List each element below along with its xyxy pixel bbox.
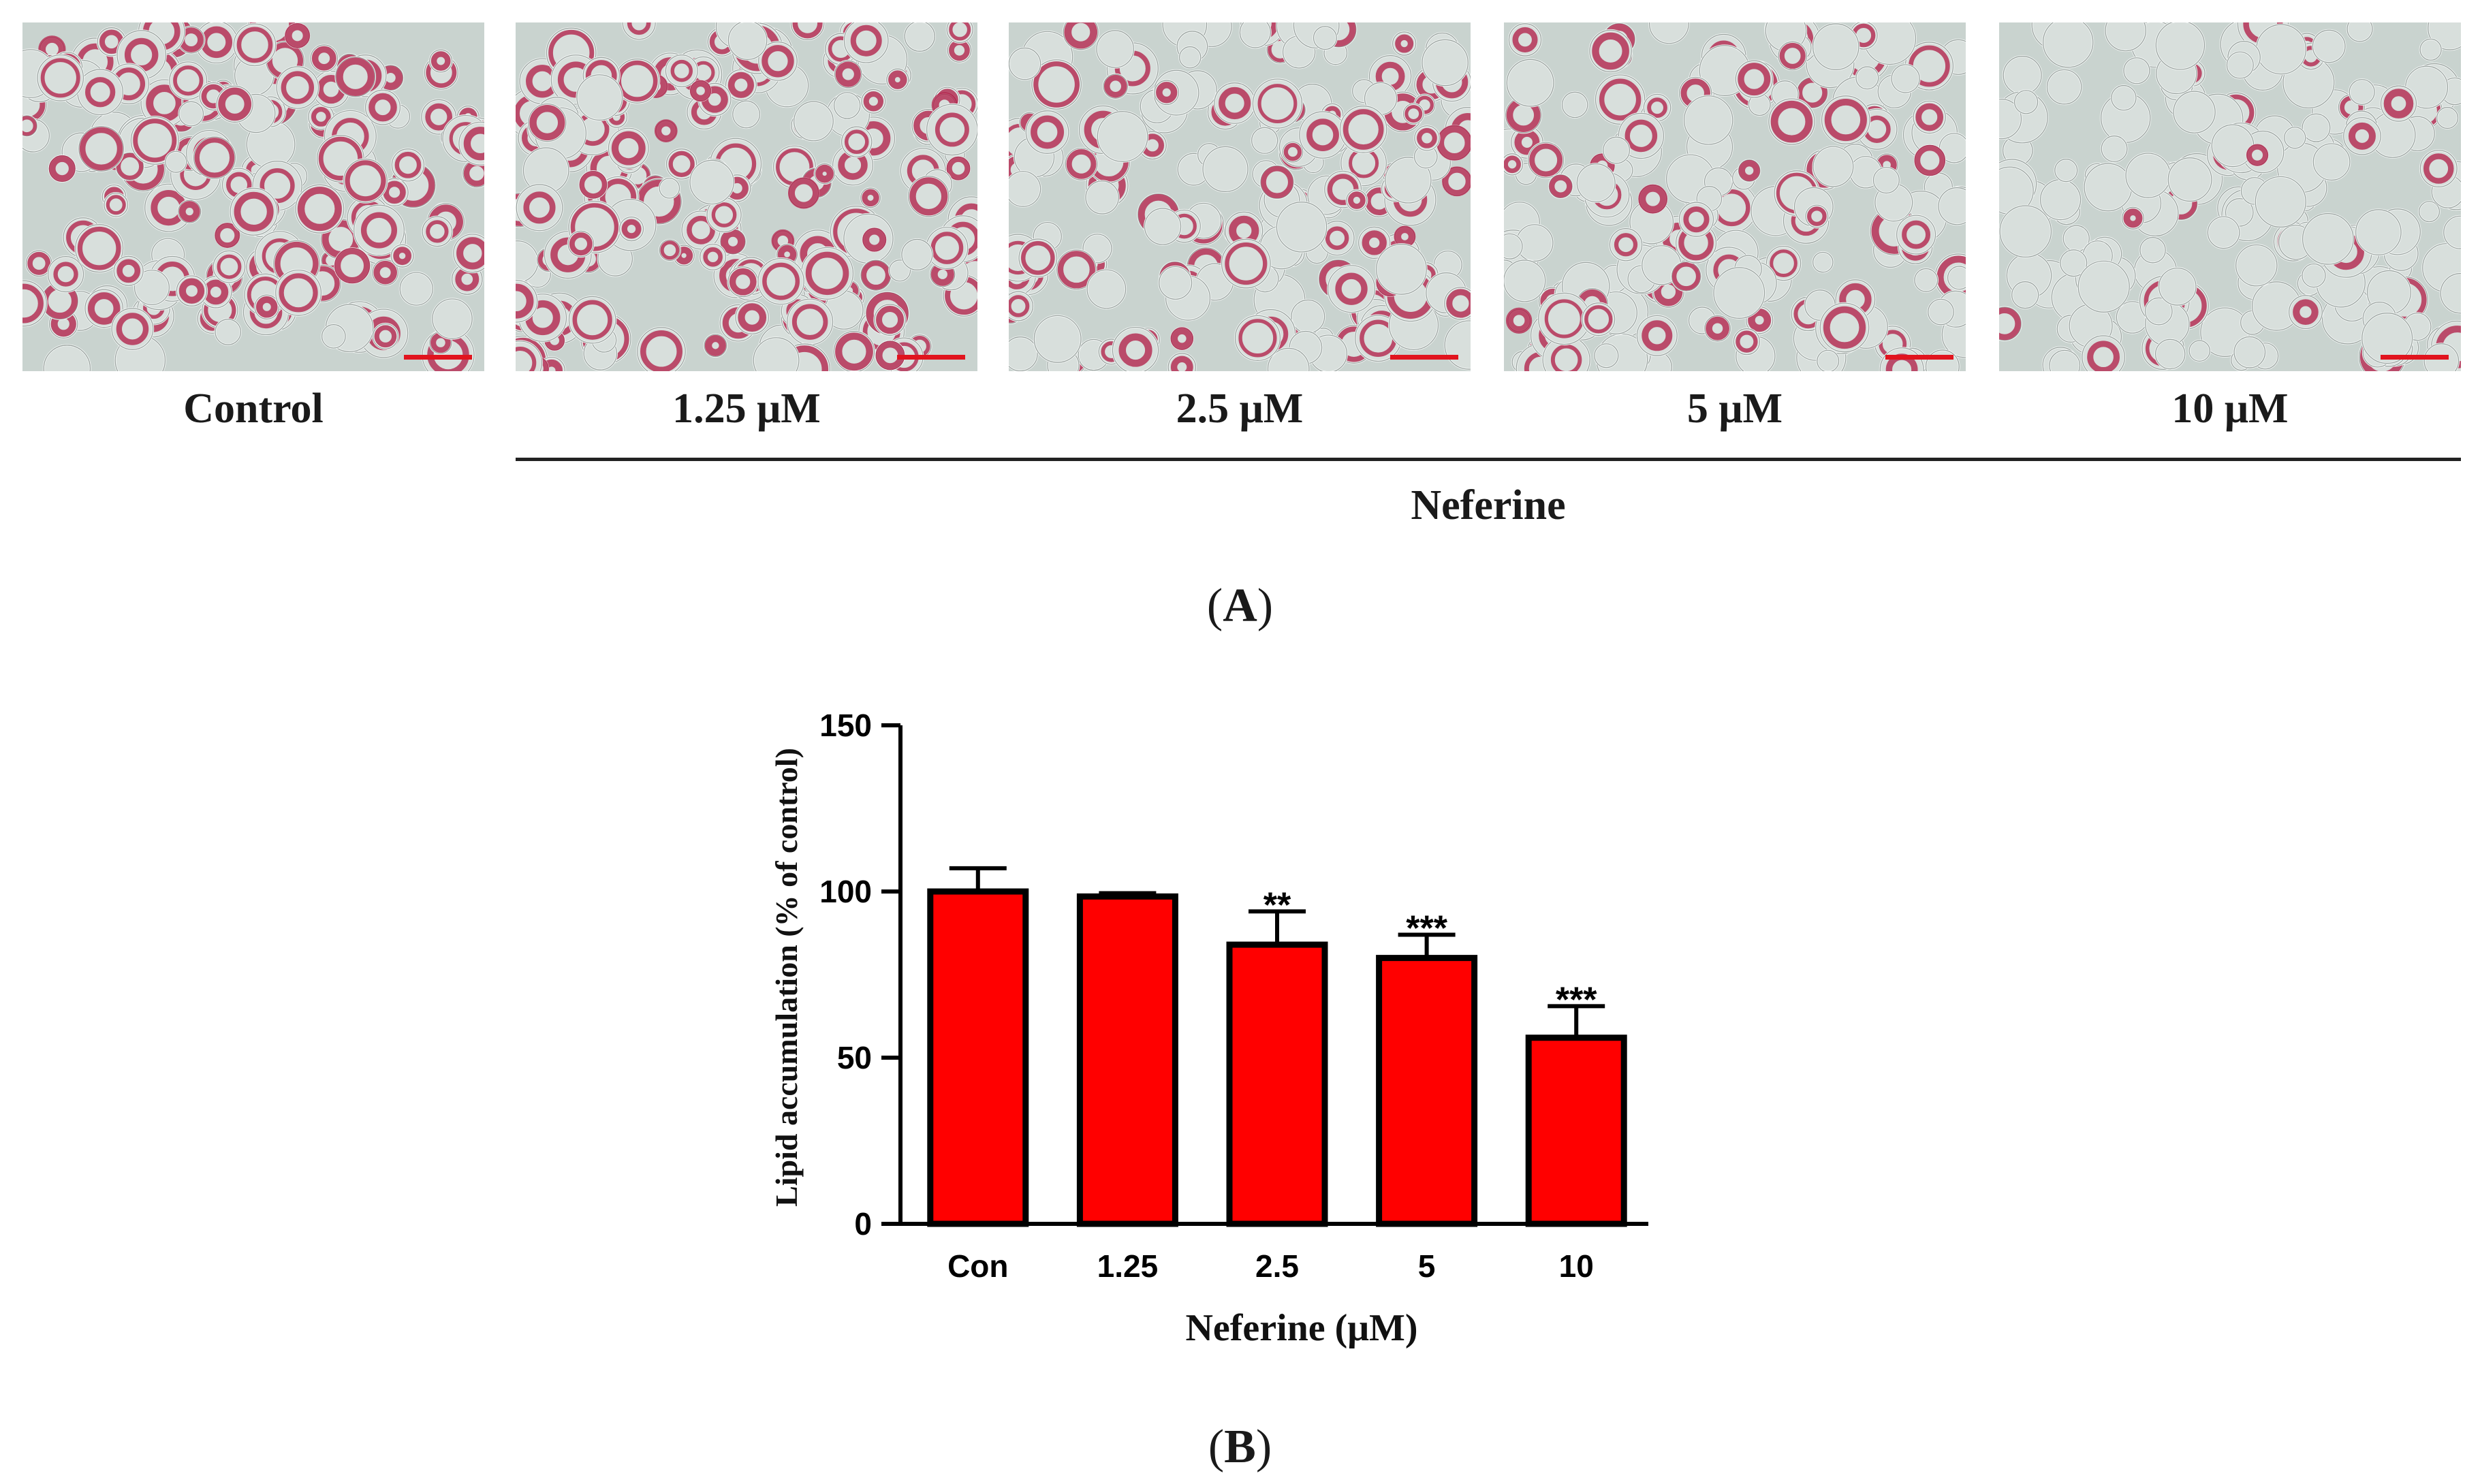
panel-label-1.25uM: 1.25 μM	[672, 385, 821, 432]
y-axis-label: Lipid accumulation (% of control)	[769, 748, 804, 1207]
micrograph-2.5uM	[1009, 22, 1471, 371]
panel-label-control: Control	[183, 385, 324, 432]
x-axis-label: Neferine (μM)	[1185, 1307, 1417, 1349]
y-tick-label: 0	[854, 1206, 872, 1242]
bar-Con	[927, 888, 1029, 1227]
bar-1.25	[1076, 893, 1178, 1227]
panel-label-10uM: 10 μM	[2171, 385, 2289, 432]
panel-label-2.5uM: 2.5 μM	[1176, 385, 1304, 432]
significance-marker: **	[1263, 885, 1291, 925]
micrograph-1.25uM	[516, 22, 977, 371]
x-tick-label: Con	[947, 1248, 1008, 1284]
x-tick-label: 10	[1559, 1248, 1594, 1284]
significance-marker: ***	[1556, 980, 1597, 1020]
bar-10	[1525, 1035, 1627, 1227]
neferine-group-label: Neferine	[1411, 482, 1566, 528]
micrograph-10uM	[1999, 22, 2461, 371]
x-tick-label: 1.25	[1097, 1248, 1159, 1284]
y-tick-label: 100	[819, 874, 872, 909]
x-tick-label: 5	[1418, 1248, 1436, 1284]
micrograph-control	[22, 22, 484, 371]
figure-label-a: (A)	[1206, 580, 1274, 632]
figure-label-b: (B)	[1208, 1421, 1272, 1473]
neferine-group-bracket	[516, 458, 2461, 461]
panel-label-5uM: 5 μM	[1686, 385, 1783, 432]
x-tick-label: 2.5	[1255, 1248, 1299, 1284]
bar-5	[1376, 955, 1478, 1227]
significance-marker: ***	[1406, 909, 1447, 948]
bar-2.5	[1226, 941, 1328, 1227]
micrograph-5uM	[1504, 22, 1966, 371]
y-tick-label: 50	[837, 1040, 872, 1075]
y-tick-label: 150	[819, 708, 872, 743]
